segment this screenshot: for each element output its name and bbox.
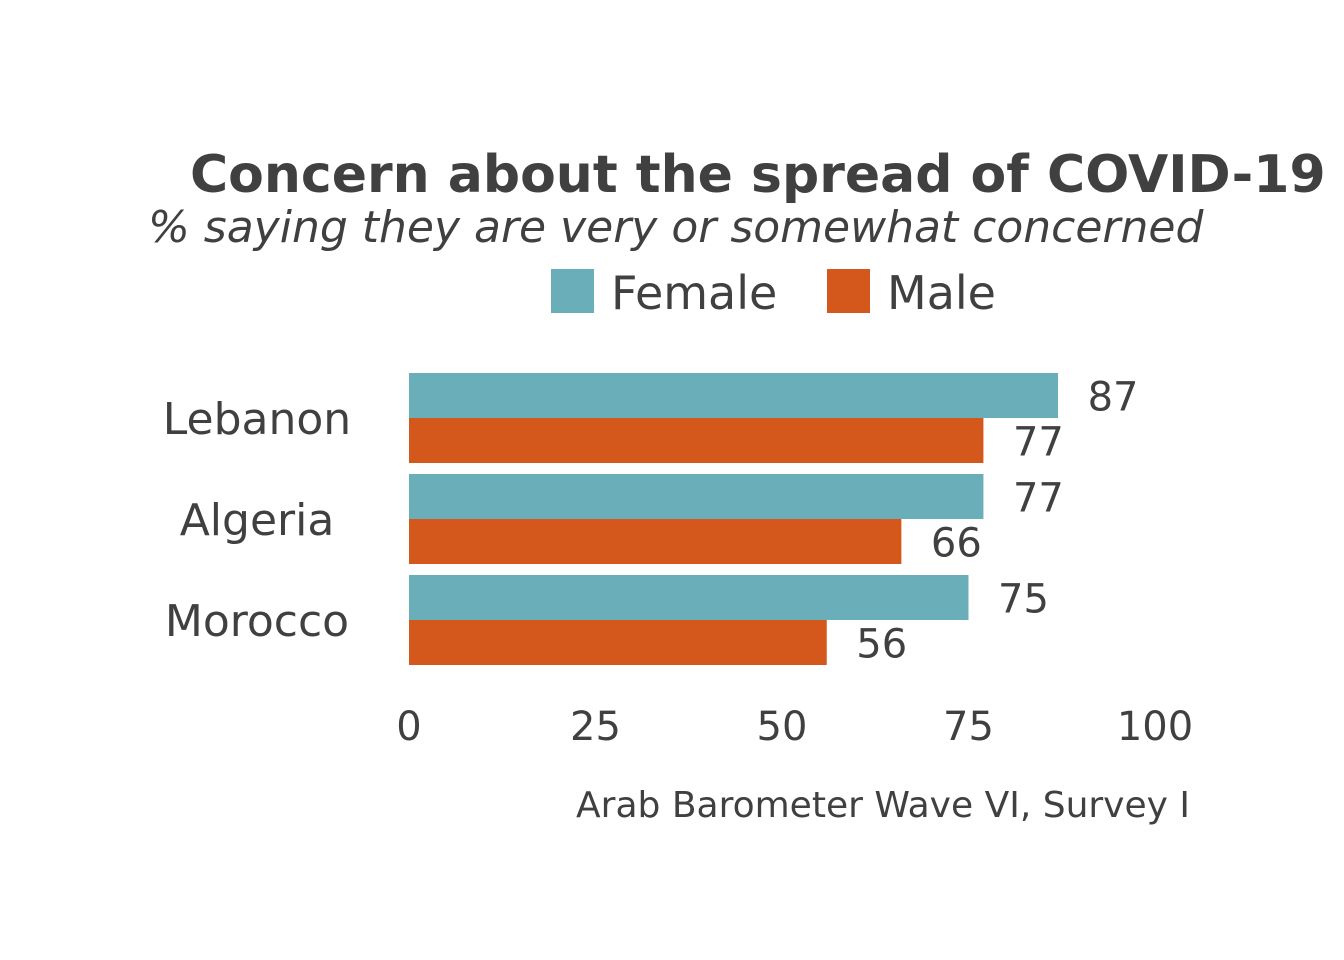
x-tick-label-75: 75 [943, 704, 994, 750]
bar-lebanon-male [409, 418, 984, 463]
x-tick-label-100: 100 [1117, 704, 1193, 750]
value-label-lebanon-female: 87 [1088, 375, 1139, 421]
chart-header: Concern about the spread of COVID-19 % s… [148, 145, 1326, 253]
value-label-lebanon-male: 77 [1013, 420, 1064, 466]
x-tick-label-50: 50 [757, 704, 808, 750]
bar-lebanon-female [409, 373, 1059, 418]
chart-title: Concern about the spread of COVID-19 [190, 145, 1326, 205]
chart-caption: Arab Barometer Wave VI, Survey I [576, 785, 1190, 826]
value-label-morocco-male: 56 [856, 622, 907, 668]
value-label-algeria-female: 77 [1013, 476, 1064, 522]
category-label-morocco: Morocco [165, 596, 349, 647]
bar-algeria-female [409, 474, 984, 519]
value-label-algeria-male: 66 [931, 521, 982, 567]
legend-female-label: Female [611, 266, 777, 320]
category-label-algeria: Algeria [180, 495, 335, 546]
bar-morocco-female [409, 575, 969, 620]
value-label-morocco-female: 75 [998, 577, 1049, 623]
legend: Female Male [551, 266, 996, 320]
x-tick-label-0: 0 [396, 704, 421, 750]
bars [409, 373, 1059, 665]
legend-male-label: Male [887, 266, 996, 320]
category-label-lebanon: Lebanon [163, 394, 351, 445]
x-tick-label-25: 25 [570, 704, 621, 750]
category-labels: Lebanon Algeria Morocco [163, 394, 351, 647]
bar-morocco-male [409, 620, 827, 665]
legend-male-swatch [827, 269, 870, 313]
value-labels: 87 77 77 66 75 56 [856, 375, 1138, 668]
legend-female-swatch [551, 269, 594, 313]
chart-subtitle: % saying they are very or somewhat conce… [148, 202, 1204, 253]
bar-algeria-male [409, 519, 902, 564]
x-axis: 0 25 50 75 100 [396, 704, 1193, 750]
